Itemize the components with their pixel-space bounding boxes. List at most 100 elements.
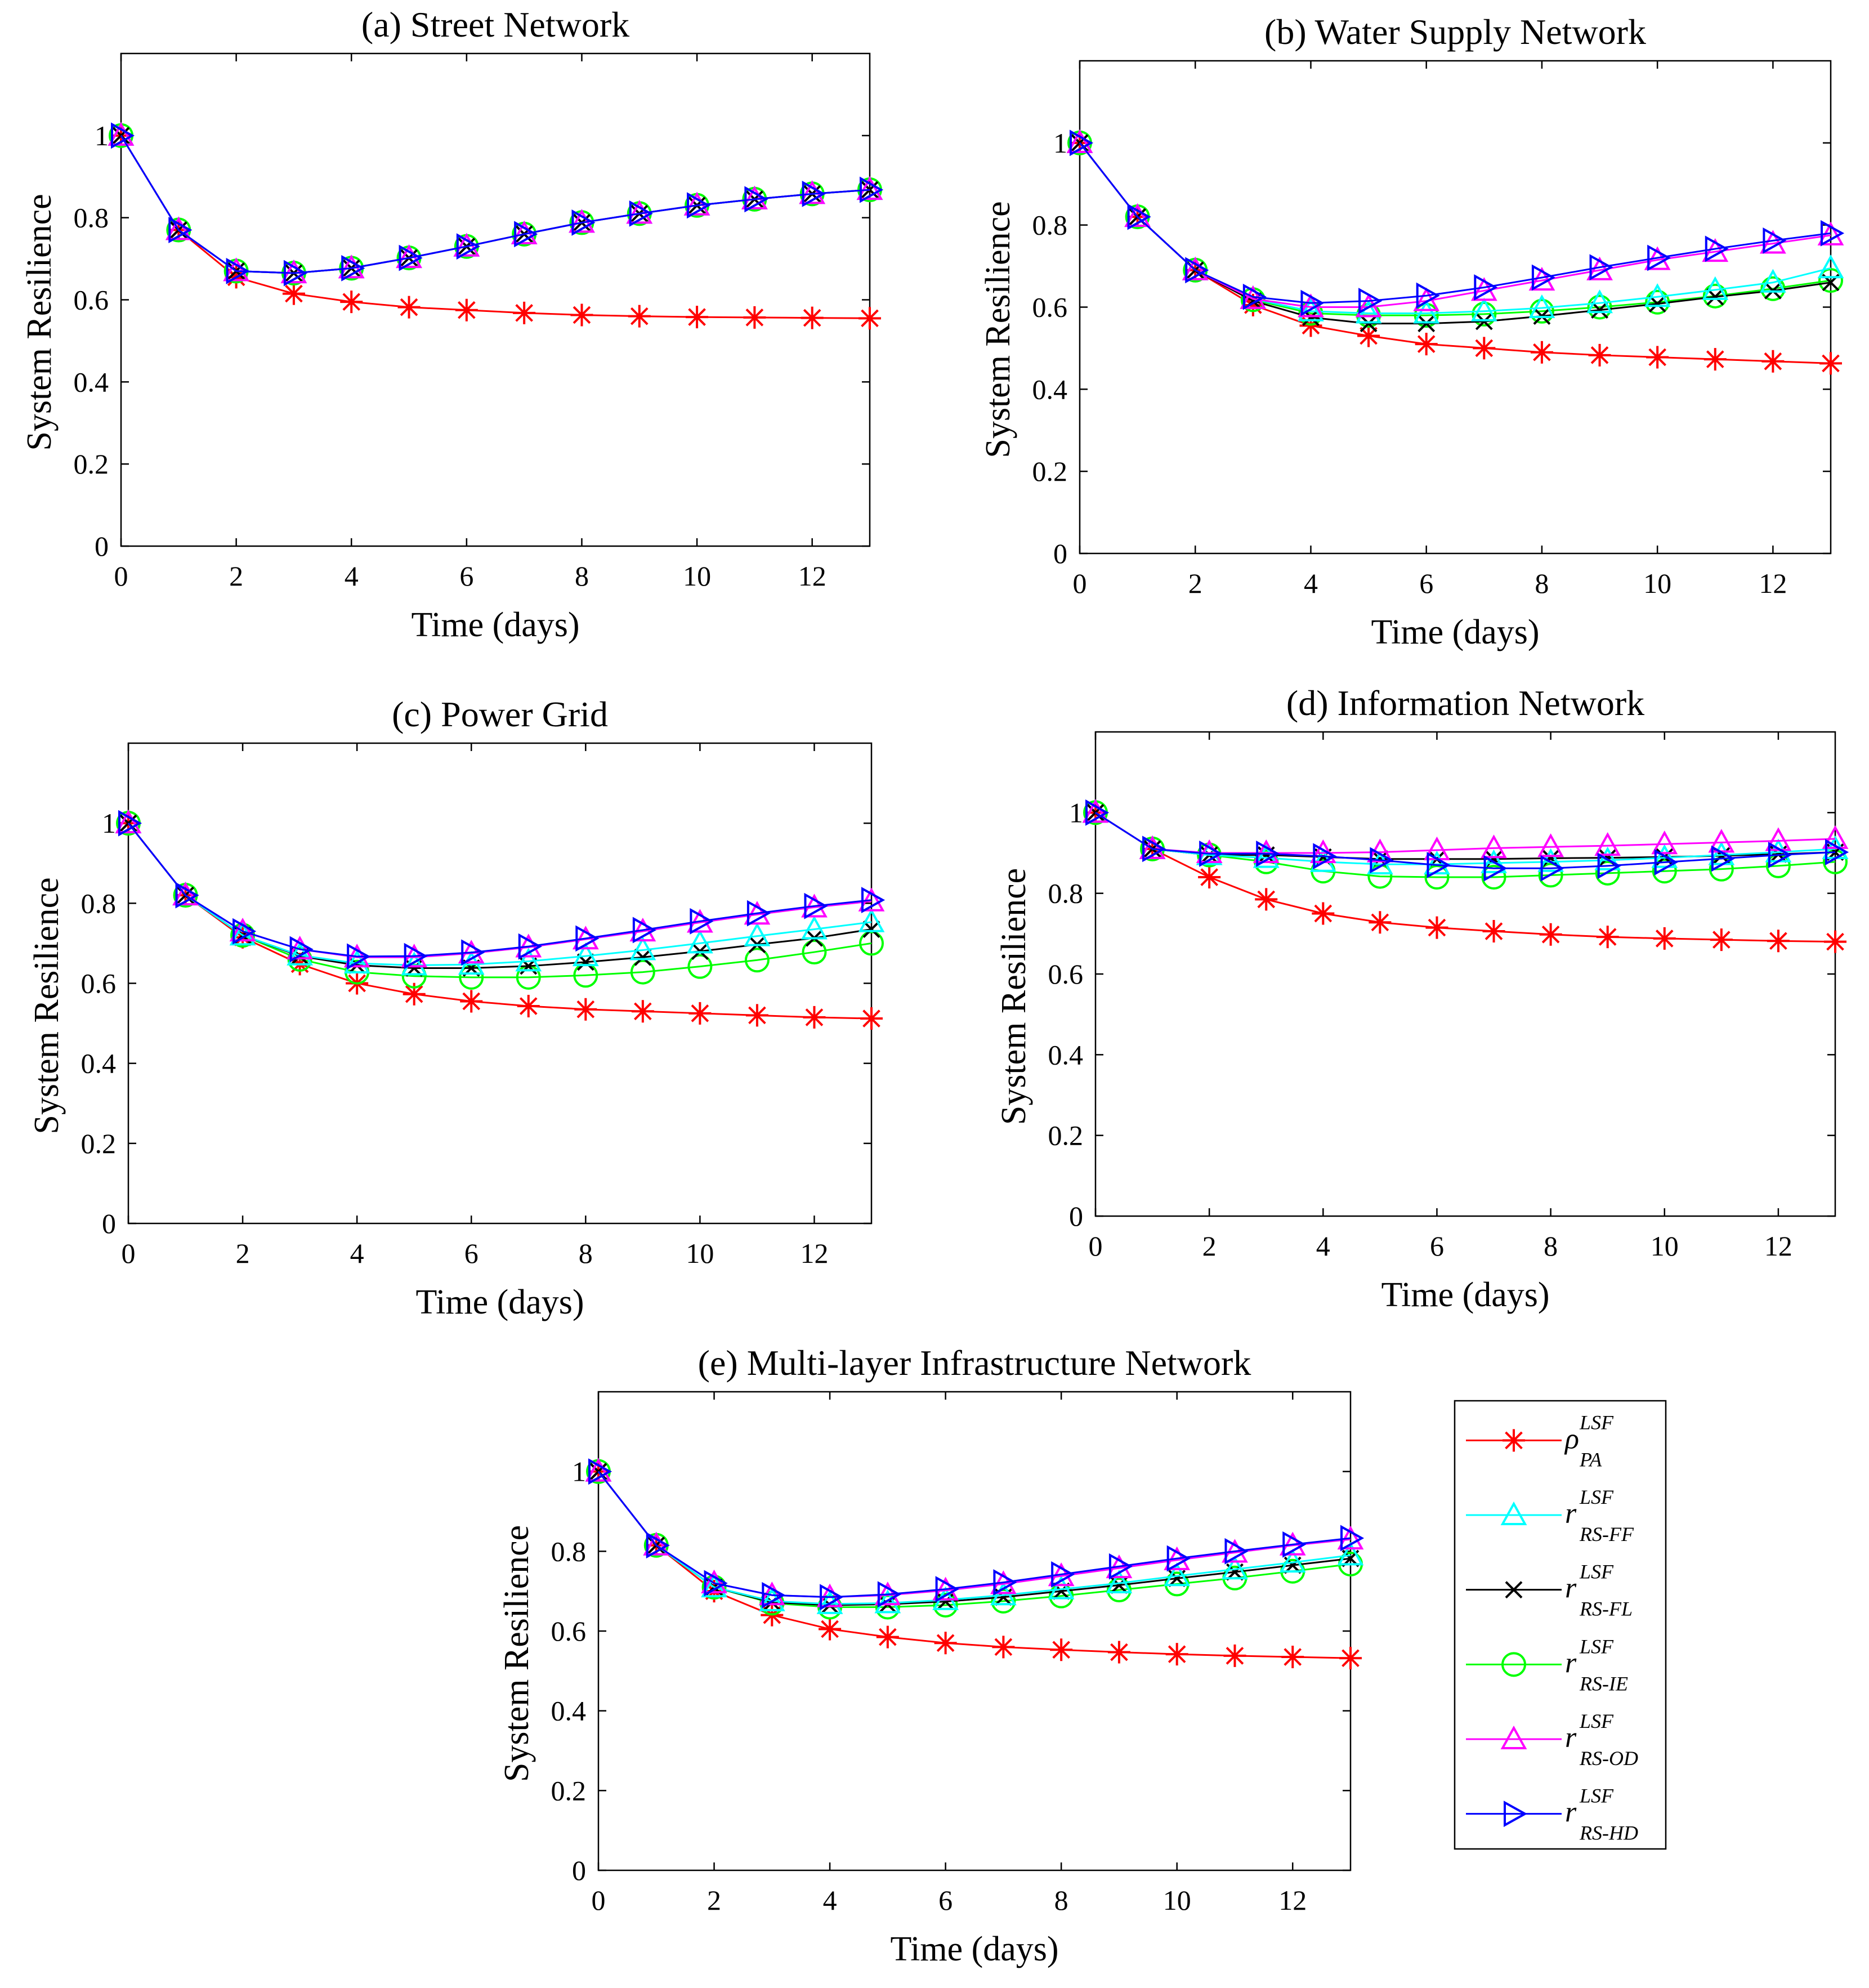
data-point [1358,288,1383,314]
data-point [1185,257,1209,284]
data-point [1542,849,1560,867]
legend-marker [1500,1501,1527,1525]
data-point [1298,297,1324,321]
data-point [111,122,135,149]
data-point [743,306,766,329]
legend-superscript: LSF [1579,1411,1614,1433]
data-point [803,1006,826,1029]
y-tick-label: 1 [95,120,109,151]
x-tick-label: 8 [1054,1884,1068,1916]
y-tick-label: 0 [1053,538,1067,569]
data-point [1357,324,1380,347]
legend-subscript: PA [1579,1448,1602,1471]
data-point [1818,268,1843,293]
data-point [1198,866,1221,888]
x-axis-label: Time (days) [411,606,579,644]
x-tick-label: 10 [683,560,711,592]
data-point [172,882,199,906]
y-tick-label: 1 [572,1456,586,1487]
data-point [1051,1561,1075,1588]
data-point [1337,1542,1364,1566]
legend-superscript: LSF [1579,1561,1614,1583]
data-point [1702,238,1729,262]
data-point [1587,294,1612,320]
data-point [933,1592,958,1618]
data-point [341,254,365,282]
data-point [232,918,257,945]
x-tick-label: 10 [1643,568,1671,599]
data-point [108,122,135,146]
x-tick-label: 8 [1535,568,1549,599]
x-tick-label: 6 [938,1884,953,1916]
chart-panel-2: 0 2 4 6 8 10 12 0 0.2 0.4 0.6 0.8 1 (b) Water Supply … [979,12,1845,651]
x-axis-label: Time (days) [890,1930,1058,1968]
legend: ρLSFPArLSFRS-FFrLSFRS-FLrLSFRS-IErLSFRS-… [1454,1400,1667,1850]
y-tick-label: 0.8 [74,202,109,234]
data-point [1825,839,1849,865]
data-point [574,998,597,1021]
x-tick-label: 4 [350,1238,364,1269]
data-point [1767,930,1790,953]
data-point [874,1589,901,1614]
data-point [630,959,655,985]
legend-symbol: ρ [1564,1423,1579,1455]
x-tick-label: 12 [800,1238,828,1269]
legend-marker [1504,1801,1528,1828]
plot-area [120,52,871,547]
data-point [1763,227,1787,254]
y-tick-label: 0.4 [74,366,109,397]
x-tick-label: 10 [1651,1230,1679,1262]
legend-symbol: r [1565,1647,1577,1679]
data-point [518,933,542,960]
data-point [165,216,192,240]
y-tick-label: 0 [572,1855,586,1886]
chart-title: (b) Water Supply Network [1264,12,1646,52]
data-point [758,1587,785,1611]
data-point [1595,860,1620,886]
data-point [1705,235,1729,262]
data-point [1481,849,1507,873]
legend-symbol: r [1565,1572,1577,1605]
data-point [1539,923,1562,946]
x-tick-label: 0 [592,1884,606,1916]
data-point [1759,230,1786,254]
data-point [1070,129,1094,157]
series-RS-HD [1085,799,1849,882]
data-point [1415,333,1438,356]
plot-area [1094,731,1836,1217]
data-point [1256,841,1280,867]
data-point [1768,842,1792,868]
legend-symbol: r [1565,1722,1577,1754]
data-point [1360,315,1378,333]
data-point [1142,836,1166,863]
y-tick-label: 0.2 [1048,1120,1084,1151]
plot-area [127,742,873,1225]
y-tick-label: 0.6 [81,968,117,999]
data-point [461,939,485,966]
data-point [1817,254,1844,279]
data-point [572,942,599,967]
y-axis-label: System Resilience [28,877,66,1134]
legend-box [1454,1400,1667,1850]
data-point [856,176,883,200]
y-axis-label: System Resilience [498,1525,536,1782]
x-tick-label: 2 [236,1238,250,1269]
data-point [1413,300,1440,324]
data-point [704,1570,728,1597]
data-point [1821,220,1845,247]
data-point [1199,841,1223,867]
data-point [287,941,314,966]
x-tick-label: 2 [1202,1230,1217,1262]
data-point [801,915,828,940]
data-point [1300,289,1325,316]
chart-title: (d) Information Network [1286,683,1644,723]
data-point [1540,855,1564,882]
data-point [762,1582,786,1609]
data-point [1822,825,1849,849]
data-point [1703,348,1727,371]
chart-panel-3: 0 2 4 6 8 10 12 0 0.2 0.4 0.6 0.8 1 (c) Power Grid Tim… [28,694,886,1321]
data-point [1653,927,1676,950]
data-point [860,1007,883,1030]
legend-superscript: LSF [1579,1635,1614,1658]
data-point [1425,916,1448,939]
